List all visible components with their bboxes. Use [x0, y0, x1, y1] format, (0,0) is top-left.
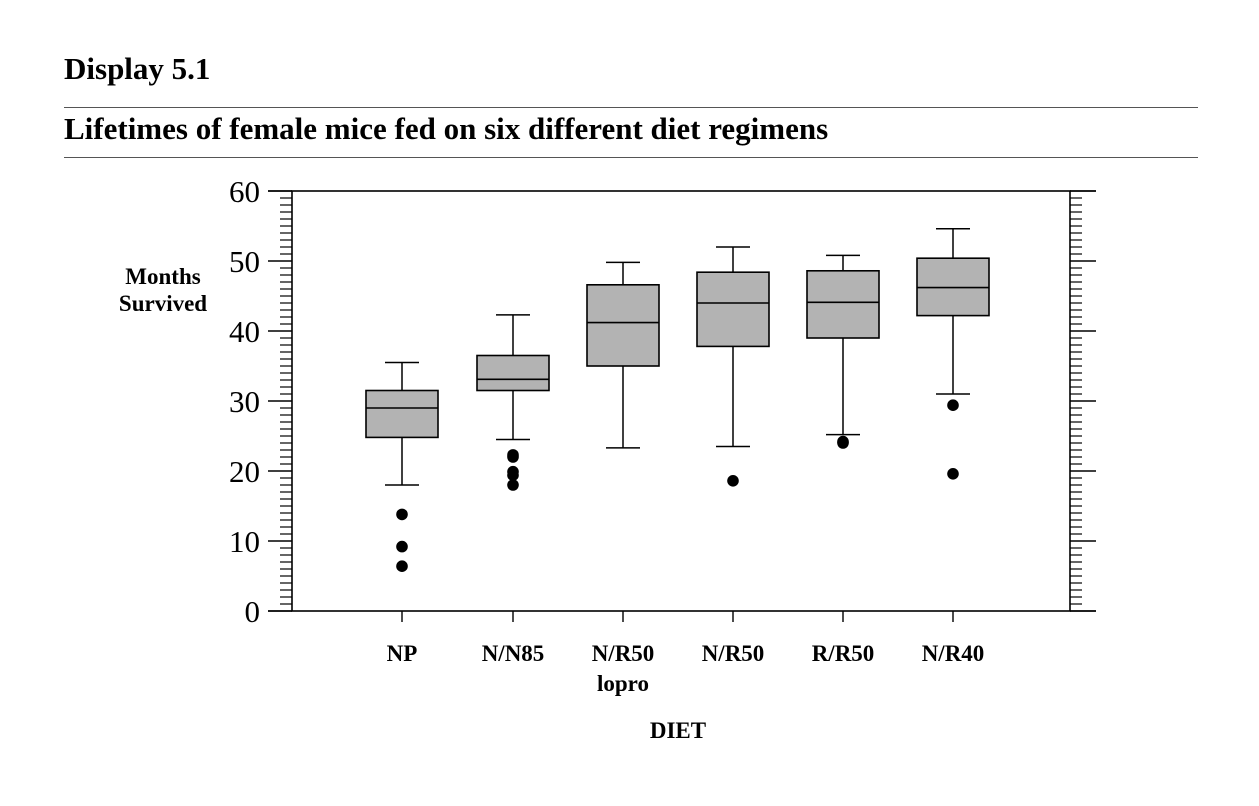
chart-title: Lifetimes of female mice fed on six diff… — [64, 111, 829, 146]
x-category-label: R/R50 — [812, 641, 875, 666]
y-tick-label: 30 — [229, 384, 260, 419]
outlier-point — [396, 508, 408, 521]
y-tick-label: 20 — [229, 454, 260, 489]
box-group-5 — [916, 228, 990, 622]
display-label: Display 5.1 — [64, 51, 211, 86]
x-axis-title: DIET — [650, 718, 706, 743]
y-tick-label: 40 — [229, 314, 260, 349]
x-category-label: NP — [387, 641, 418, 666]
x-category-label: N/R50 — [592, 641, 655, 666]
x-category-label: N/N85 — [482, 641, 545, 666]
y-tick-label: 60 — [229, 174, 260, 209]
iqr-box — [696, 271, 770, 348]
outlier-point — [947, 399, 959, 412]
y-axis-title-line: Months — [125, 264, 200, 289]
iqr-box — [476, 354, 550, 392]
x-axis-title-text: DIET — [650, 718, 706, 743]
y-tick-label: 50 — [229, 244, 260, 279]
left-axis-ticks — [268, 190, 292, 612]
box-group-2 — [586, 261, 660, 622]
y-tick-label: 10 — [229, 524, 260, 559]
outlier-point — [837, 437, 849, 449]
x-category-label: lopro — [597, 671, 649, 696]
x-category-labels: NP N/N85 N/R50 lopro N/R50 R/R50 N/R40 — [387, 641, 985, 696]
x-category-label: N/R50 — [702, 641, 765, 666]
top-rule — [64, 107, 1198, 108]
iqr-box — [365, 389, 439, 439]
outlier-point — [507, 479, 519, 491]
outlier-point — [396, 560, 408, 572]
iqr-box — [586, 283, 660, 367]
y-axis-title-line: Survived — [119, 291, 207, 316]
outlier-point — [507, 469, 519, 482]
outlier-point — [727, 475, 739, 487]
y-tick-labels: 0 10 20 30 40 50 60 — [229, 174, 260, 629]
y-tick-label: 0 — [245, 594, 261, 629]
box-group-0 — [365, 361, 439, 622]
box-group-4 — [806, 254, 880, 622]
box-series — [365, 228, 990, 622]
x-category-label: N/R40 — [922, 641, 985, 666]
iqr-box — [806, 269, 880, 339]
outlier-point — [396, 540, 408, 553]
outlier-point — [507, 451, 519, 463]
bottom-rule — [64, 157, 1198, 158]
outlier-point — [947, 468, 959, 480]
box-group-1 — [476, 314, 550, 622]
right-axis-ticks — [1070, 190, 1096, 612]
box-group-3 — [696, 246, 770, 622]
